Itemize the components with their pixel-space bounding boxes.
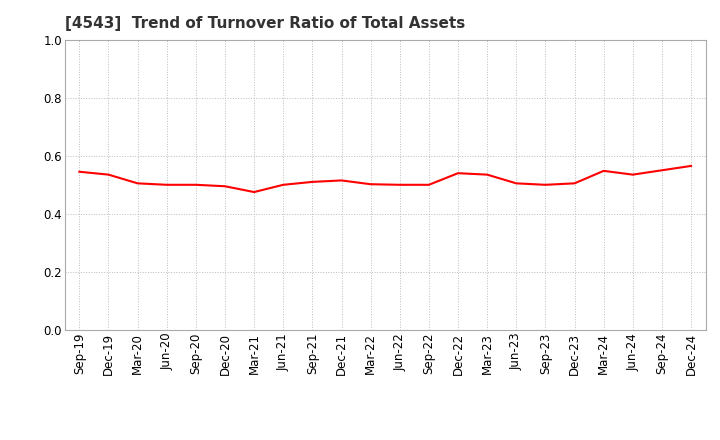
Text: [4543]  Trend of Turnover Ratio of Total Assets: [4543] Trend of Turnover Ratio of Total … bbox=[65, 16, 465, 32]
